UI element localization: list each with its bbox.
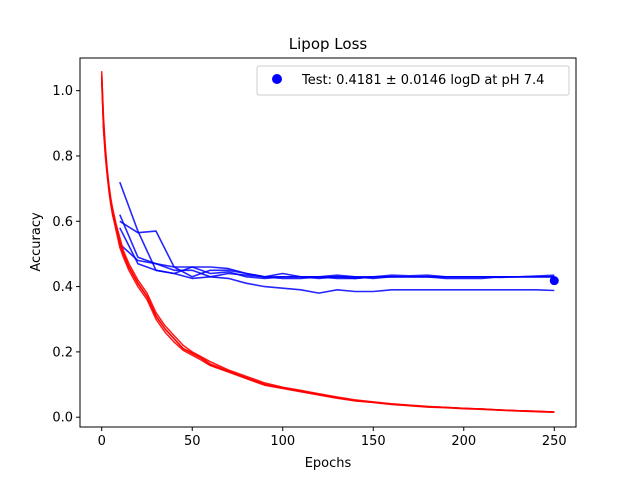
y-tick-label: 1.0 bbox=[52, 84, 73, 99]
legend-marker bbox=[272, 74, 282, 84]
val-line bbox=[119, 243, 555, 280]
y-tick-label: 0.0 bbox=[52, 411, 73, 426]
x-tick-label: 250 bbox=[542, 434, 567, 449]
plot-area bbox=[80, 58, 576, 427]
y-tick-label: 0.6 bbox=[52, 215, 73, 230]
y-tick-label: 0.2 bbox=[52, 345, 73, 360]
x-tick-label: 200 bbox=[451, 434, 476, 449]
y-tick-label: 0.8 bbox=[52, 149, 73, 164]
y-tick-label: 0.4 bbox=[52, 280, 73, 295]
legend-label: Test: 0.4181 ± 0.0146 logD at pH 7.4 bbox=[301, 73, 544, 88]
series-layer bbox=[100, 71, 559, 414]
y-axis-ticks: 0.0 0.2 0.4 0.6 0.8 1.0 bbox=[52, 84, 80, 426]
x-tick-label: 0 bbox=[98, 434, 106, 449]
val-line bbox=[119, 227, 555, 280]
plot-frame bbox=[79, 57, 577, 428]
x-axis-label: Epochs bbox=[305, 456, 352, 471]
legend-box bbox=[256, 65, 570, 96]
x-tick-label: 50 bbox=[184, 434, 201, 449]
val-line bbox=[119, 214, 555, 294]
legend: Test: 0.4181 ± 0.0146 logD at pH 7.4 bbox=[256, 65, 570, 96]
test-point bbox=[549, 276, 559, 286]
train-line bbox=[100, 80, 555, 413]
y-axis-label: Accuracy bbox=[29, 212, 44, 272]
x-axis-ticks: 0 50 100 150 200 250 bbox=[98, 427, 567, 449]
x-tick-label: 100 bbox=[270, 434, 295, 449]
x-tick-label: 150 bbox=[361, 434, 386, 449]
chart-title: Lipop Loss bbox=[289, 35, 368, 53]
